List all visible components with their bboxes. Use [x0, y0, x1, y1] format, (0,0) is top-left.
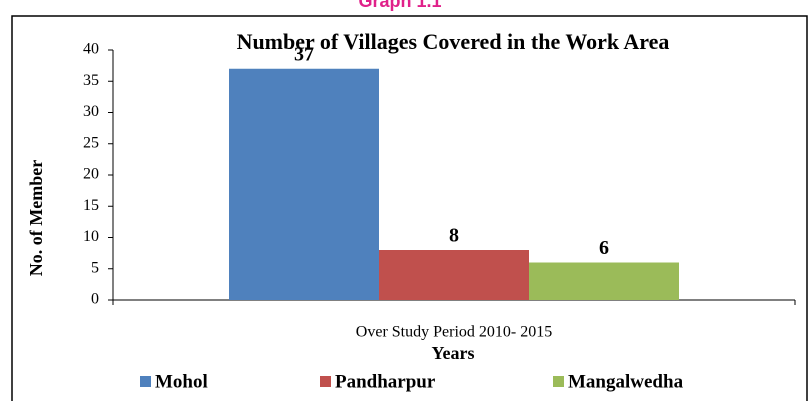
y-tick-label: 0: [91, 291, 99, 308]
value-label: 8: [449, 225, 459, 247]
value-label: 6: [599, 237, 609, 259]
value-label: 37: [294, 43, 314, 65]
y-tick-label: 40: [83, 41, 99, 58]
graph-header: Graph 1.1: [358, 0, 441, 11]
legend-label: Pandharpur: [335, 371, 436, 392]
bar: [229, 68, 379, 300]
y-axis-label: No. of Member: [26, 160, 46, 276]
y-tick-label: 10: [83, 228, 99, 245]
chart-frame: [11, 15, 808, 401]
y-tick-label: 30: [83, 103, 99, 120]
y-tick-label: 25: [83, 134, 99, 151]
chart-title: Number of Villages Covered in the Work A…: [237, 29, 670, 54]
x-tick-label: Over Study Period 2010- 2015: [356, 324, 552, 341]
x-axis-label: Years: [432, 343, 475, 363]
legend-swatch: [320, 376, 331, 387]
y-tick-label: 15: [83, 197, 99, 214]
legend-label: Mangalwedha: [568, 371, 684, 392]
y-tick-label: 20: [83, 166, 99, 183]
bar: [379, 250, 529, 300]
y-tick-label: 35: [83, 72, 99, 89]
legend-swatch: [553, 376, 564, 387]
legend-swatch: [140, 376, 151, 387]
bar: [529, 262, 679, 300]
legend-label: Mohol: [155, 371, 208, 392]
y-tick-label: 5: [91, 259, 99, 276]
